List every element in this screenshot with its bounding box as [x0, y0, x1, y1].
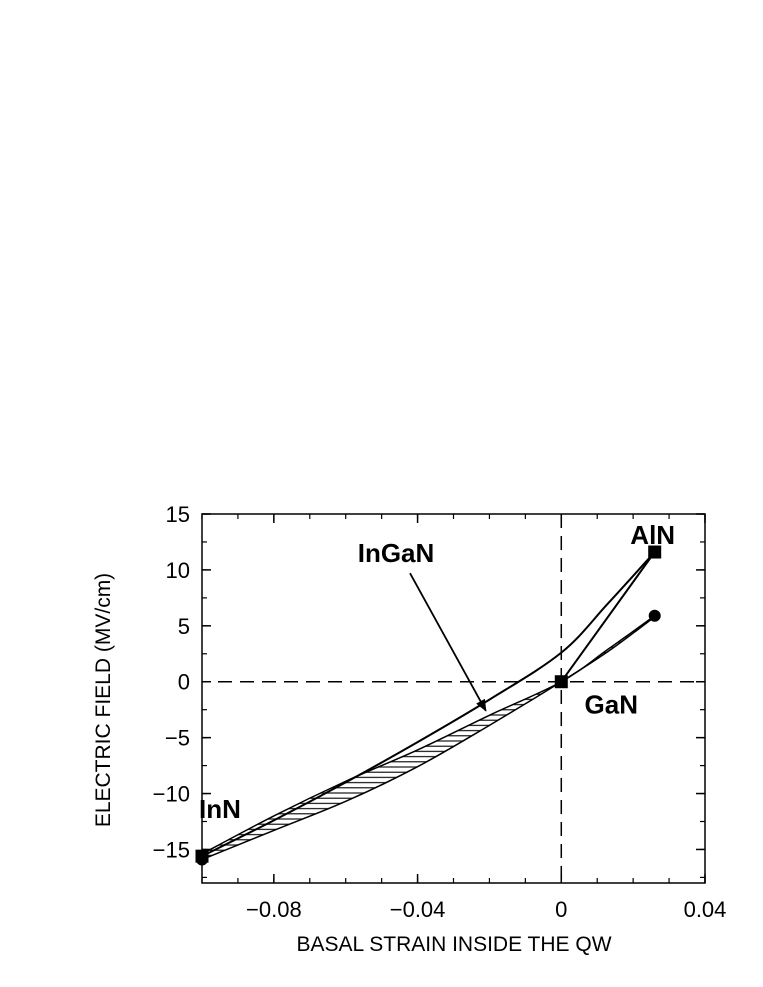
axis-ticks — [201, 513, 706, 883]
markers-layer — [195, 545, 662, 866]
series-lines-layer — [201, 551, 656, 858]
tick-labels: −0.08 −0.04 0 0.04 15 10 5 0 −5 −10 −15 — [153, 502, 727, 922]
y-tick-label: 10 — [166, 558, 190, 583]
reference-lines — [218, 514, 705, 883]
x-tick-label: 0.04 — [684, 897, 727, 922]
y-tick-label: −5 — [165, 726, 190, 751]
annotation-gan: GaN — [585, 690, 638, 720]
y-tick-label: 15 — [166, 502, 190, 527]
x-tick-label: −0.04 — [390, 897, 446, 922]
hatched-band-lower-edge — [201, 616, 656, 861]
marker-square-aln — [648, 545, 662, 559]
y-tick-label: −15 — [153, 837, 190, 862]
annotation-aln: AlN — [630, 520, 675, 550]
marker-square-gan — [554, 675, 568, 689]
x-tick-label: −0.08 — [246, 897, 302, 922]
annotation-arrow — [409, 572, 487, 712]
x-axis-title: BASAL STRAIN INSIDE THE QW — [296, 933, 611, 956]
y-tick-label: −10 — [153, 782, 190, 807]
marker-circle-3 — [648, 609, 661, 622]
hatched-band-upper-edge — [201, 615, 656, 855]
annotation-inn: InN — [199, 794, 241, 824]
annotations-layer: AlN GaN InN InGaN — [199, 520, 675, 824]
y-axis-title: ELECTRIC FIELD (MV/cm) — [92, 573, 115, 827]
series-line-1 — [201, 551, 656, 858]
series-line-2 — [560, 551, 656, 683]
y-tick-label: 0 — [178, 670, 190, 695]
y-tick-label: 5 — [178, 614, 190, 639]
annotation-ingan: InGaN — [358, 538, 435, 568]
x-tick-label: 0 — [555, 897, 567, 922]
